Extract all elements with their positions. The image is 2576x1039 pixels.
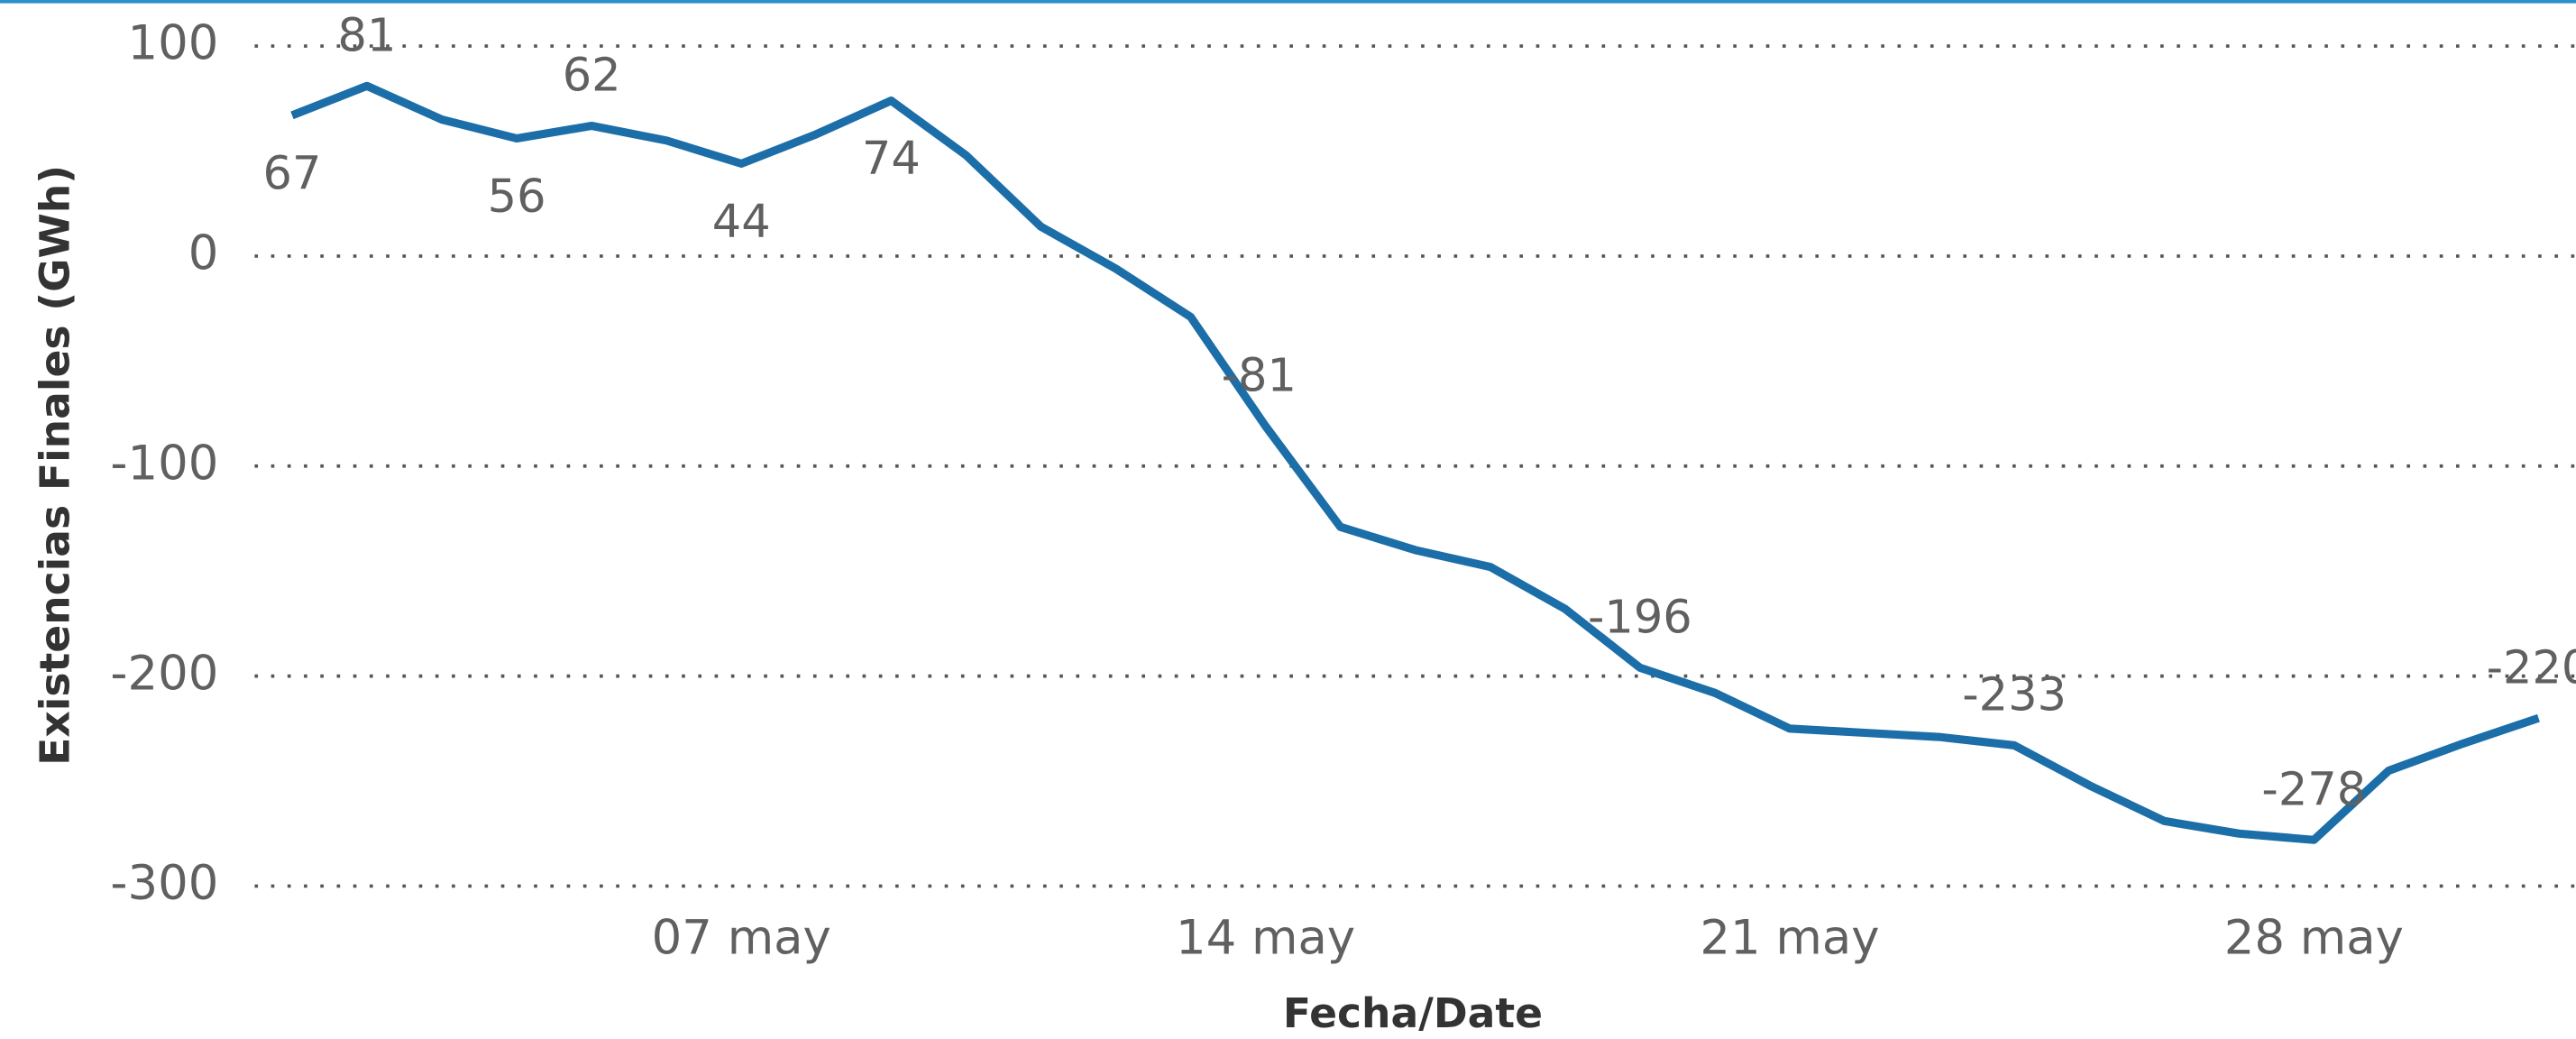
data-label: -220: [2487, 641, 2576, 694]
line-series: [290, 81, 2540, 844]
data-label: 56: [488, 170, 546, 224]
x-axis-title: Fecha/Date: [1283, 989, 1543, 1037]
x-tick-label: 28 may: [2224, 910, 2404, 965]
data-label: -278: [2261, 763, 2366, 816]
y-tick-label: -100: [110, 436, 218, 491]
x-tick-label: 14 may: [1176, 910, 1355, 965]
data-label: 74: [862, 133, 921, 186]
y-tick-label: -200: [110, 646, 218, 701]
y-tick-label: -300: [110, 856, 218, 911]
data-label: 44: [712, 196, 771, 249]
y-tick-label: 100: [127, 16, 218, 71]
data-label: -196: [1588, 591, 1692, 644]
data-label: 67: [262, 147, 321, 200]
x-tick-label: 07 may: [652, 910, 831, 965]
y-axis-title: Existencias Finales (GWh): [31, 165, 78, 766]
data-label: -81: [1222, 350, 1297, 403]
data-label: 62: [563, 50, 621, 103]
x-tick-label: 21 may: [1700, 910, 1879, 965]
data-label: 81: [338, 9, 397, 62]
data-label: -233: [1962, 669, 2067, 722]
y-tick-label: 0: [188, 226, 219, 281]
